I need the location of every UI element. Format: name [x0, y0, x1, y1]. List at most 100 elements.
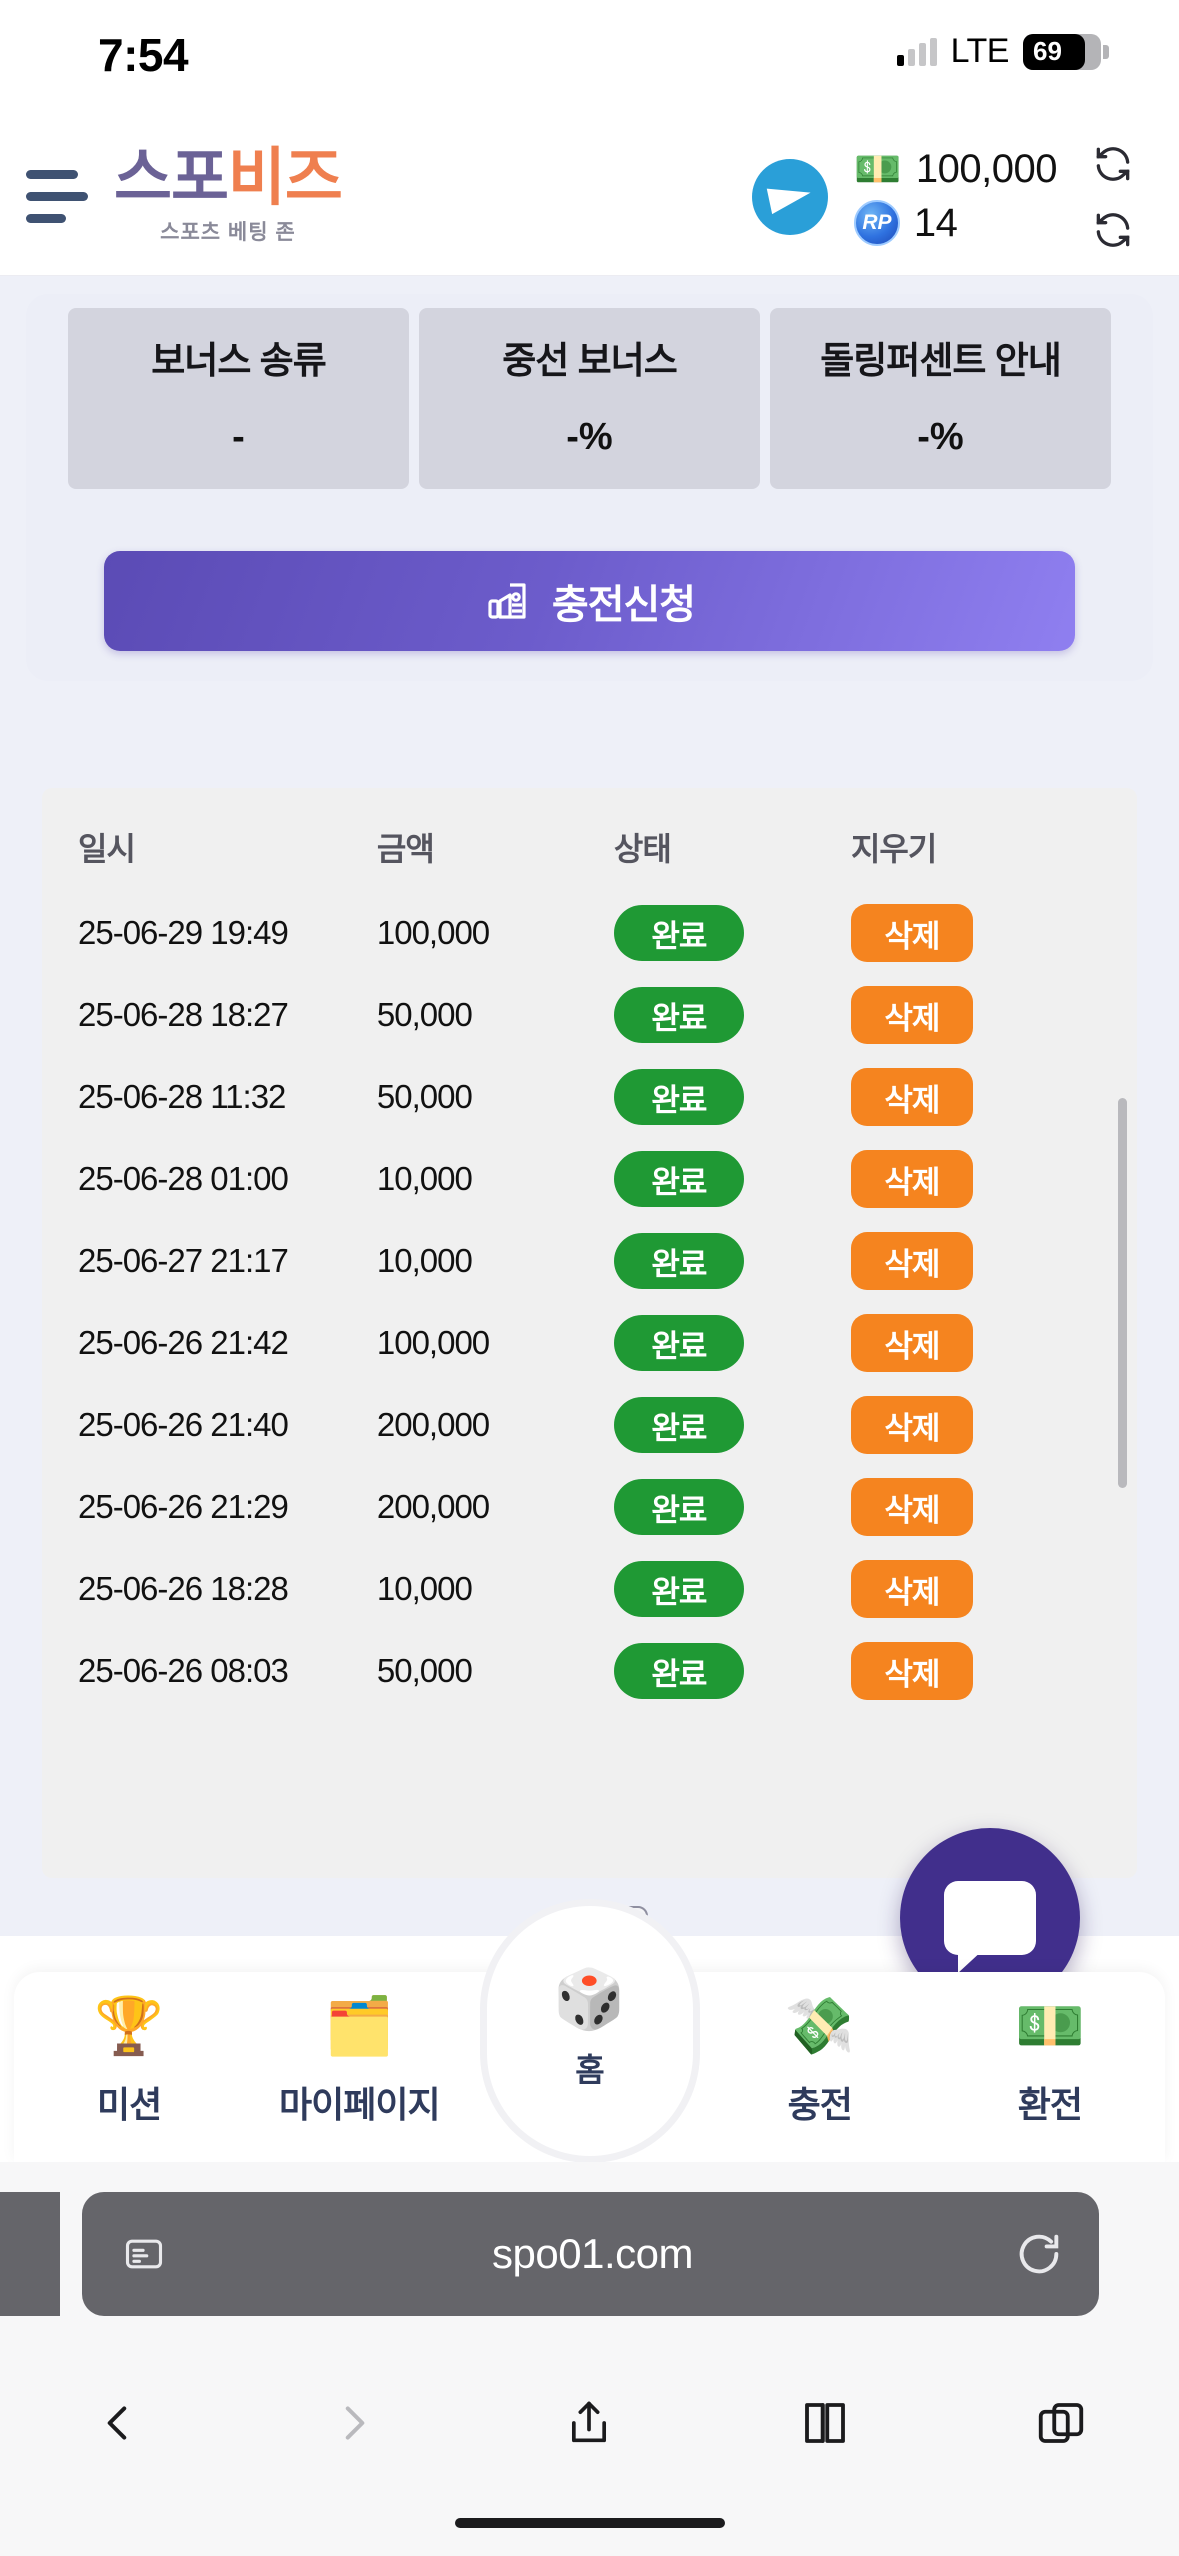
address-bar[interactable]: spo01.com: [82, 2192, 1099, 2316]
money-stack-icon: 💵: [854, 148, 902, 191]
forward-chevron-icon: [345, 2406, 364, 2440]
browser-share-button[interactable]: [472, 2393, 708, 2453]
cell-amount: 100,000: [376, 914, 490, 951]
bonus-rolling-value: -%: [917, 416, 964, 458]
nav-label-mypage: 마이페이지: [279, 2084, 441, 2125]
back-chevron-icon: [107, 2406, 127, 2440]
bonus-cell-charge: 중선 보너스 -%: [419, 308, 760, 489]
folder-icon: 🗂️: [324, 1994, 395, 2057]
table-header-row: 일시 금액 상태 지우기: [78, 824, 1088, 892]
status-badge: 완료: [613, 1151, 744, 1207]
cell-date: 25-06-28 18:27: [78, 996, 289, 1033]
balance-cash-row: 💵 100,000: [854, 147, 1057, 192]
browser-url-row: spo01.com: [0, 2192, 1179, 2316]
bonus-charge-value: -%: [566, 416, 613, 458]
bonus-cell-rolling: 돌링퍼센트 안내 -%: [770, 308, 1111, 489]
table-row: 25-06-26 08:03 50,000 완료 삭제: [78, 1630, 1088, 1712]
cell-date: 25-06-26 21:29: [78, 1488, 289, 1525]
cell-date: 25-06-29 19:49: [78, 914, 289, 951]
delete-button[interactable]: 삭제: [850, 1478, 973, 1536]
cell-date: 25-06-28 01:00: [78, 1160, 289, 1197]
delete-button[interactable]: 삭제: [850, 1396, 973, 1454]
nav-item-withdraw[interactable]: 💵 환전: [935, 1972, 1165, 2128]
cell-amount: 10,000: [376, 1570, 473, 1607]
table-row: 25-06-26 21:42 100,000 완료 삭제: [78, 1302, 1088, 1384]
cell-date: 25-06-26 21:42: [78, 1324, 289, 1361]
cell-amount: 50,000: [376, 1652, 473, 1689]
address-bar-url: spo01.com: [492, 2230, 693, 2277]
header-date: 일시: [78, 831, 136, 867]
refresh-icon-point[interactable]: [1091, 208, 1135, 252]
deposit-slip-icon: [488, 583, 526, 619]
table-row: 25-06-27 21:17 10,000 완료 삭제: [78, 1220, 1088, 1302]
bonus-info-table: 보너스 송류 - 중선 보너스 -% 돌링퍼센트 안내 -%: [68, 308, 1111, 489]
refresh-buttons: [1091, 142, 1135, 252]
bonus-charge-label: 중선 보너스: [502, 340, 677, 381]
nav-item-home[interactable]: 🎲 홈: [474, 1906, 704, 2156]
reload-icon[interactable]: [1013, 2228, 1065, 2280]
delete-button[interactable]: 삭제: [850, 1068, 973, 1126]
status-badge: 완료: [613, 905, 744, 961]
rp-coin-icon: RP: [853, 200, 900, 246]
status-badge: 완료: [613, 1233, 744, 1289]
header-amount: 금액: [376, 831, 435, 867]
nav-item-mission[interactable]: 🏆 미션: [14, 1972, 244, 2128]
charge-request-button[interactable]: 충전신청: [104, 551, 1075, 651]
reader-view-icon[interactable]: [116, 2232, 172, 2276]
delete-button[interactable]: 삭제: [850, 1314, 973, 1372]
cell-amount: 200,000: [376, 1406, 490, 1443]
table-row: 25-06-26 21:40 200,000 완료 삭제: [78, 1384, 1088, 1466]
browser-forward-button[interactable]: [236, 2394, 472, 2452]
bonus-card: 보너스 송류 - 중선 보너스 -% 돌링퍼센트 안내 -%: [26, 294, 1153, 681]
telegram-icon[interactable]: [751, 158, 828, 235]
balance-point-row: RP 14: [853, 200, 1057, 246]
bonus-cell-type: 보너스 송류 -: [68, 308, 409, 489]
home-pill[interactable]: 🎲 홈: [486, 1906, 693, 2156]
nav-label-mission: 미션: [96, 2084, 162, 2125]
delete-button[interactable]: 삭제: [850, 1232, 973, 1290]
dice-icon: 🎲: [553, 1967, 626, 2032]
history-scrollbar[interactable]: [1118, 1098, 1127, 1488]
cell-amount: 50,000: [376, 996, 473, 1033]
nav-item-mypage[interactable]: 🗂️ 마이페이지: [244, 1972, 474, 2128]
bookmarks-icon: [805, 2403, 846, 2443]
browser-tabs-button[interactable]: [943, 2394, 1179, 2452]
tabs-icon: [1038, 2403, 1084, 2443]
browser-back-button[interactable]: [0, 2394, 236, 2452]
status-badge: 완료: [613, 1479, 744, 1535]
cell-amount: 10,000: [376, 1160, 473, 1197]
delete-button[interactable]: 삭제: [850, 1560, 973, 1618]
balance-block: 💵 100,000 RP 14: [853, 147, 1058, 246]
cell-amount: 100,000: [376, 1324, 490, 1361]
cell-amount: 50,000: [376, 1078, 473, 1115]
share-icon: [572, 2401, 607, 2443]
status-badge: 완료: [613, 1069, 744, 1125]
bonus-type-value: -: [232, 416, 245, 458]
trophy-icon: 🏆: [94, 1994, 164, 2057]
nav-item-deposit[interactable]: 💸 충전: [705, 1972, 935, 2128]
delete-button[interactable]: 삭제: [850, 904, 973, 962]
brand-logo[interactable]: 스포 비즈 스포츠 베팅 존: [114, 147, 343, 246]
money-up-icon: 💸: [784, 1994, 855, 2057]
delete-button[interactable]: 삭제: [850, 1642, 973, 1700]
carrier-label: LTE: [950, 32, 1010, 70]
hamburger-icon[interactable]: [26, 170, 92, 223]
delete-button[interactable]: 삭제: [850, 986, 973, 1044]
table-row: 25-06-28 11:32 50,000 완료 삭제: [78, 1056, 1088, 1138]
status-badge: 완료: [613, 1315, 744, 1371]
delete-button[interactable]: 삭제: [850, 1150, 973, 1208]
cell-amount: 200,000: [376, 1488, 490, 1525]
status-badge: 완료: [613, 1561, 744, 1617]
cell-date: 25-06-26 08:03: [78, 1652, 289, 1689]
table-row: 25-06-29 19:49 100,000 완료 삭제: [78, 892, 1088, 974]
balance-cash-value: 100,000: [915, 147, 1058, 191]
table-row: 25-06-28 18:27 50,000 완료 삭제: [78, 974, 1088, 1056]
header-right: 💵 100,000 RP 14: [751, 142, 1179, 252]
tab-edge-left[interactable]: [0, 2192, 60, 2316]
refresh-icon-cash[interactable]: [1091, 142, 1135, 186]
nav-label-deposit: 충전: [787, 2084, 853, 2125]
home-indicator: [454, 2518, 725, 2528]
browser-bookmarks-button[interactable]: [707, 2394, 943, 2452]
cell-date: 25-06-26 18:28: [78, 1570, 289, 1607]
